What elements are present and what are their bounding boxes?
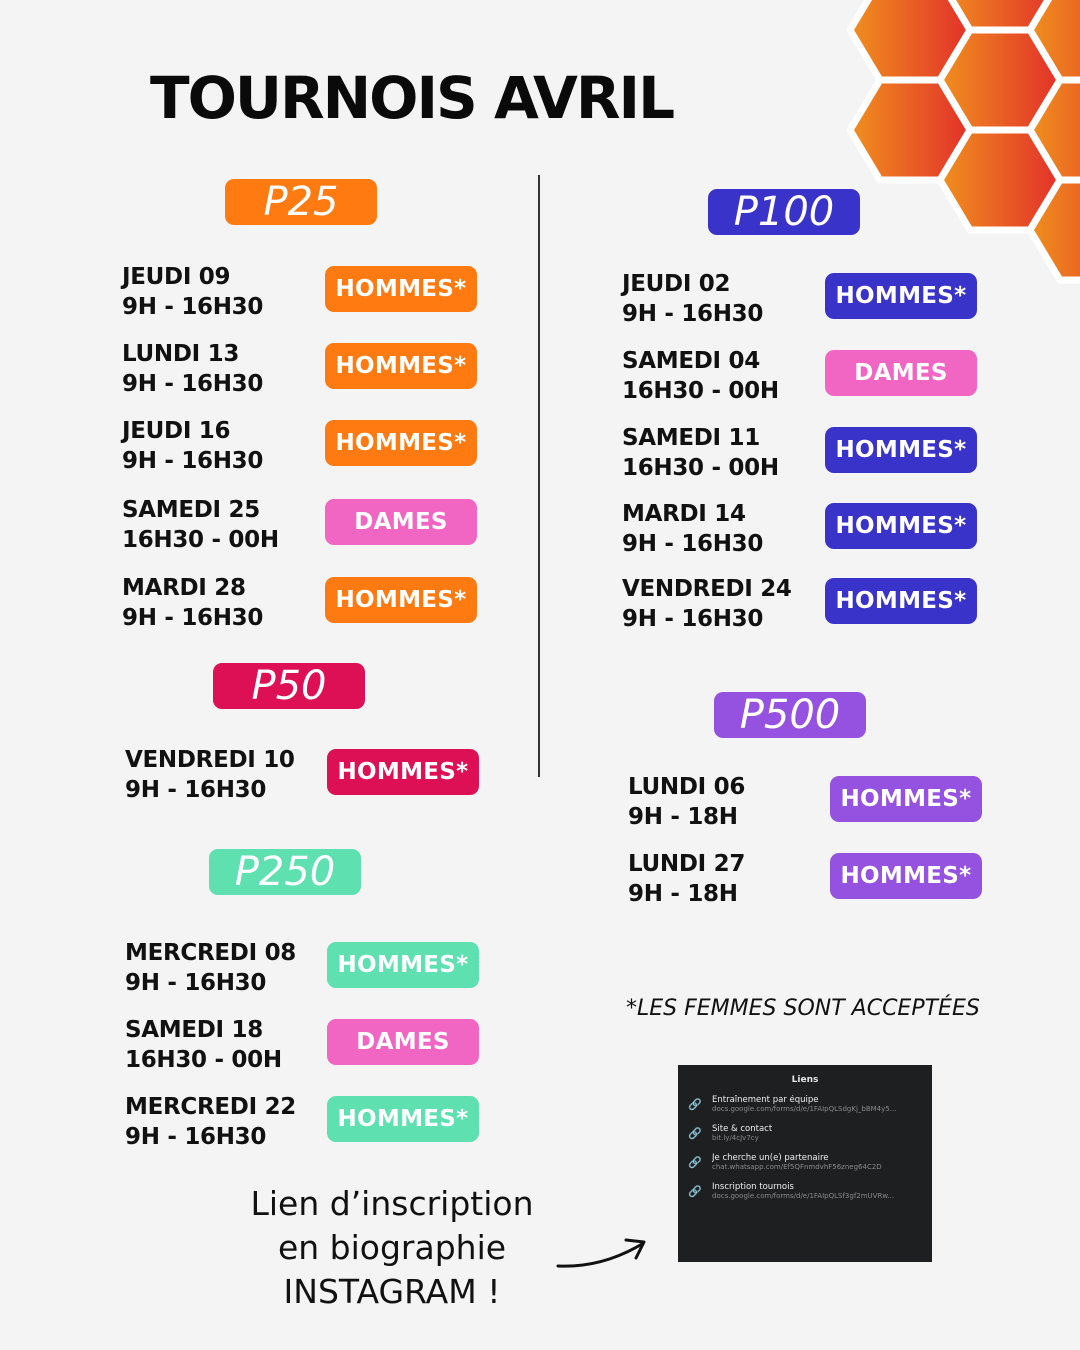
tournament-time: 16H30 - 00H: [125, 1047, 282, 1073]
tournament-time: 9H - 16H30: [622, 531, 764, 557]
promo-text: Lien d’inscription en biographie INSTAGR…: [222, 1182, 562, 1314]
promo-line: en biographie: [277, 1228, 507, 1267]
category-badge-p50: P50: [213, 663, 365, 709]
link-url: docs.google.com/forms/d/e/1FAIpQLSf3gf2m…: [712, 1192, 895, 1200]
arrow-icon: [556, 1238, 646, 1268]
tournament-time: 9H - 18H: [628, 804, 738, 830]
column-divider: [538, 175, 540, 777]
promo-line: INSTAGRAM !: [283, 1272, 501, 1311]
hommes-tag: HOMMES*: [325, 266, 477, 312]
tournament-time: 9H - 16H30: [122, 371, 264, 397]
tournament-day: MARDI 28: [122, 575, 246, 601]
hommes-tag: HOMMES*: [825, 503, 977, 549]
tournament-day: JEUDI 02: [622, 271, 731, 297]
hexagon-decoration: [845, 0, 1080, 284]
tournament-day: JEUDI 09: [122, 264, 231, 290]
tournament-time: 9H - 18H: [628, 881, 738, 907]
link-url: bit.ly/4cJv7cy: [712, 1134, 759, 1142]
link-item: 🔗 Site & contact bit.ly/4cJv7cy: [688, 1124, 922, 1142]
link-label: Site & contact: [712, 1124, 773, 1134]
footnote: *LES FEMMES SONT ACCEPTÉES: [626, 996, 980, 1021]
tournament-day: SAMEDI 25: [122, 497, 260, 523]
tournament-day: SAMEDI 18: [125, 1017, 263, 1043]
dames-tag: DAMES: [825, 350, 977, 396]
tournament-row: MARDI 14 9H - 16H30: [622, 499, 763, 559]
link-icon: 🔗: [688, 1185, 702, 1198]
link-label: Entraînement par équipe: [712, 1095, 819, 1105]
hommes-tag: HOMMES*: [327, 942, 479, 988]
tournament-time: 9H - 16H30: [125, 1124, 267, 1150]
tournament-day: LUNDI 06: [628, 774, 746, 800]
link-label: Je cherche un(e) partenaire: [712, 1153, 829, 1163]
hommes-tag: HOMMES*: [325, 343, 477, 389]
tournament-time: 16H30 - 00H: [122, 527, 279, 553]
category-badge-p25: P25: [225, 179, 377, 225]
tournament-row: MARDI 28 9H - 16H30: [122, 573, 263, 633]
tournament-time: 9H - 16H30: [125, 777, 267, 803]
tournament-row: LUNDI 06 9H - 18H: [628, 772, 745, 832]
tournament-time: 9H - 16H30: [622, 301, 764, 327]
hommes-tag: HOMMES*: [327, 1096, 479, 1142]
tournament-row: JEUDI 02 9H - 16H30: [622, 269, 763, 329]
tournament-day: VENDREDI 24: [622, 576, 792, 602]
promo-line: Lien d’inscription: [250, 1184, 534, 1223]
tournament-row: SAMEDI 04 16H30 - 00H: [622, 346, 779, 406]
tournament-time: 16H30 - 00H: [622, 378, 779, 404]
tournament-day: LUNDI 27: [628, 851, 746, 877]
link-item: 🔗 Inscription tournois docs.google.com/for…: [688, 1182, 922, 1200]
tournament-row: SAMEDI 11 16H30 - 00H: [622, 423, 779, 483]
tournament-row: LUNDI 27 9H - 18H: [628, 849, 745, 909]
hommes-tag: HOMMES*: [327, 749, 479, 795]
tournament-day: SAMEDI 11: [622, 425, 760, 451]
tournament-day: JEUDI 16: [122, 418, 231, 444]
link-url: docs.google.com/forms/d/e/1FAIpQLSdgKj_b…: [712, 1105, 897, 1113]
tournament-time: 9H - 16H30: [122, 605, 264, 631]
link-label: Inscription tournois: [712, 1182, 794, 1192]
tournament-row: VENDREDI 10 9H - 16H30: [125, 745, 295, 805]
hommes-tag: HOMMES*: [325, 420, 477, 466]
hommes-tag: HOMMES*: [825, 273, 977, 319]
tournament-time: 9H - 16H30: [122, 448, 264, 474]
link-icon: 🔗: [688, 1098, 702, 1111]
dames-tag: DAMES: [325, 499, 477, 545]
tournament-day: MERCREDI 08: [125, 940, 296, 966]
tournament-row: JEUDI 09 9H - 16H30: [122, 262, 263, 322]
link-icon: 🔗: [688, 1127, 702, 1140]
dames-tag: DAMES: [327, 1019, 479, 1065]
category-badge-p250: P250: [209, 849, 361, 895]
tournament-time: 9H - 16H30: [122, 294, 264, 320]
links-panel-title: Liens: [791, 1075, 819, 1085]
hommes-tag: HOMMES*: [825, 578, 977, 624]
tournament-row: MERCREDI 22 9H - 16H30: [125, 1092, 296, 1152]
link-url: chat.whatsapp.com/Ef5QFnmdvhF56zneg64C2D: [712, 1163, 882, 1171]
tournament-day: VENDREDI 10: [125, 747, 295, 773]
tournament-row: SAMEDI 18 16H30 - 00H: [125, 1015, 282, 1075]
tournament-row: SAMEDI 25 16H30 - 00H: [122, 495, 279, 555]
tournament-row: VENDREDI 24 9H - 16H30: [622, 574, 792, 634]
hommes-tag: HOMMES*: [830, 853, 982, 899]
tournament-day: MERCREDI 22: [125, 1094, 296, 1120]
page-title: TOURNOIS AVRIL: [150, 64, 675, 132]
tournament-day: SAMEDI 04: [622, 348, 760, 374]
hommes-tag: HOMMES*: [325, 577, 477, 623]
tournament-row: LUNDI 13 9H - 16H30: [122, 339, 263, 399]
category-badge-p500: P500: [714, 692, 866, 738]
hommes-tag: HOMMES*: [825, 427, 977, 473]
tournament-row: JEUDI 16 9H - 16H30: [122, 416, 263, 476]
links-panel-screenshot: Liens 🔗 Entraînement par équipe docs.googl…: [678, 1065, 932, 1262]
tournament-time: 9H - 16H30: [125, 970, 267, 996]
link-item: 🔗 Entraînement par équipe docs.google.com/…: [688, 1095, 922, 1113]
tournament-time: 16H30 - 00H: [622, 455, 779, 481]
tournament-row: MERCREDI 08 9H - 16H30: [125, 938, 296, 998]
tournament-time: 9H - 16H30: [622, 606, 764, 632]
category-badge-p100: P100: [708, 189, 860, 235]
link-item: 🔗 Je cherche un(e) partenaire chat.whatsap…: [688, 1153, 922, 1171]
tournament-day: MARDI 14: [622, 501, 746, 527]
link-icon: 🔗: [688, 1156, 702, 1169]
tournament-day: LUNDI 13: [122, 341, 240, 367]
hommes-tag: HOMMES*: [830, 776, 982, 822]
